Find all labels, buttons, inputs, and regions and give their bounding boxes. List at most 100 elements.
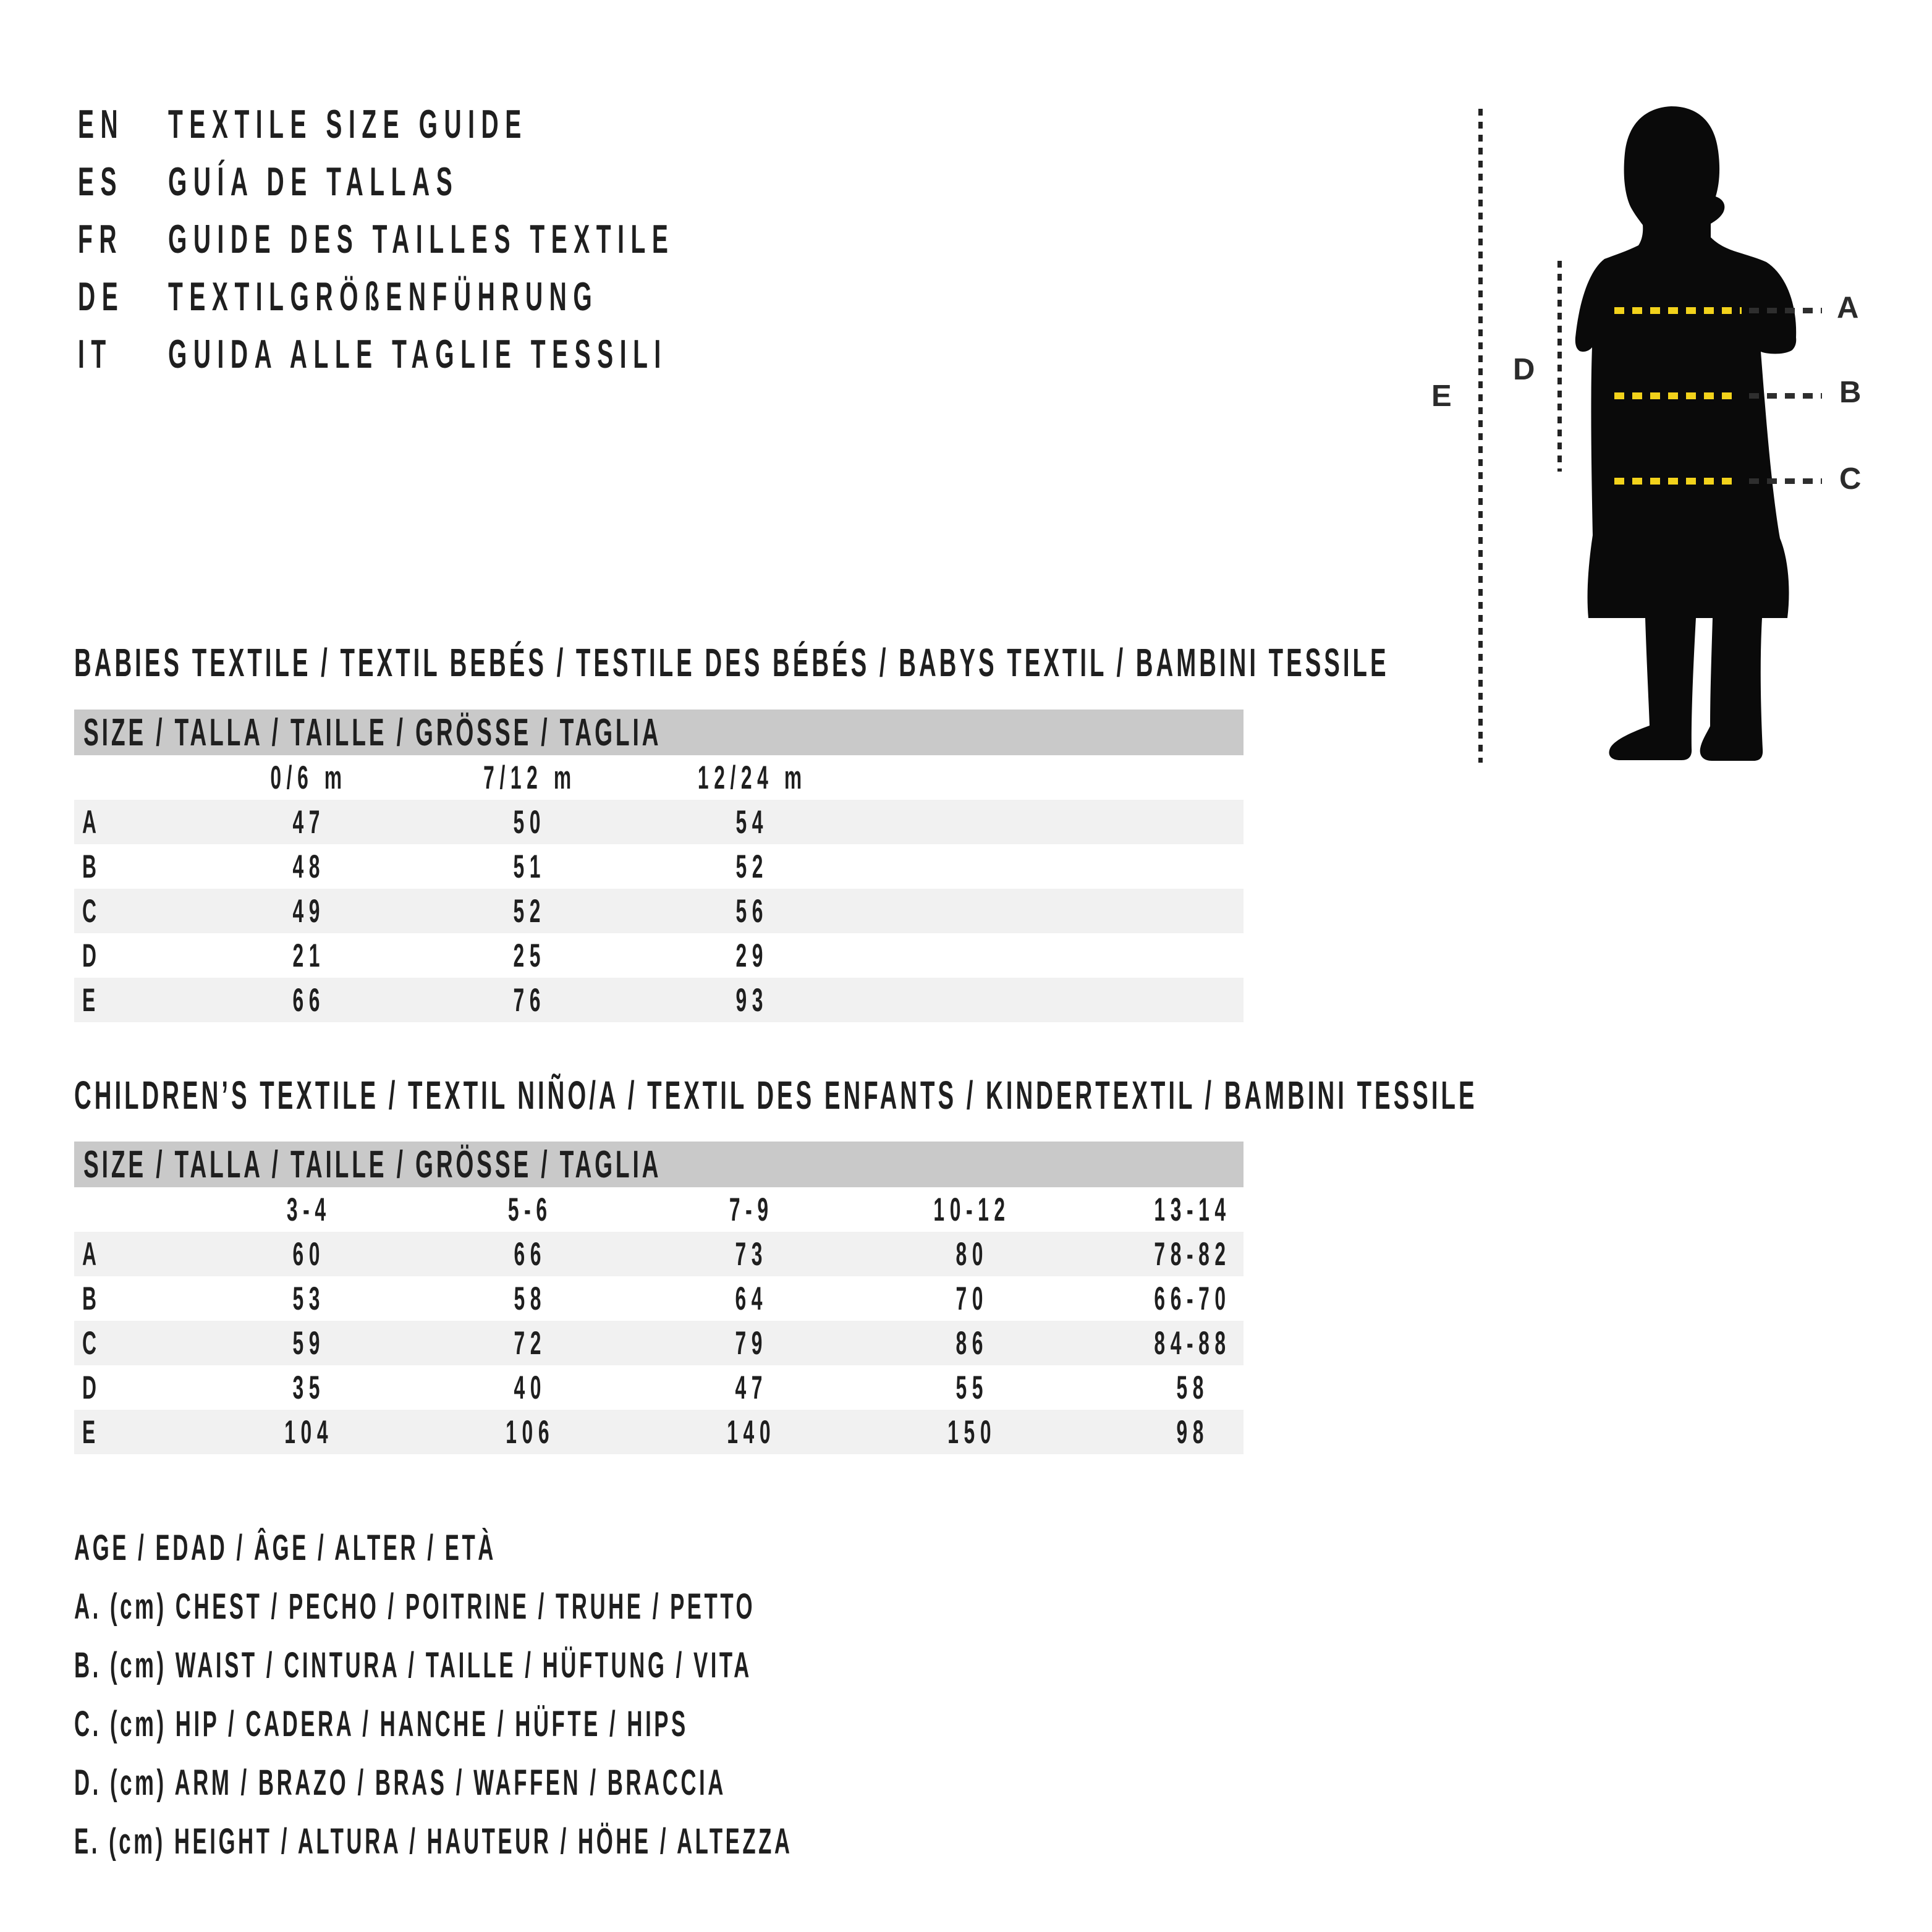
guide-title: GUIDE DES TAILLES TEXTILE — [168, 216, 675, 261]
legend-line-waist: B. (cm) WAIST / CINTURA / TAILLE / HÜFTU… — [74, 1645, 752, 1685]
table-row: A 47 50 54 — [74, 800, 1244, 844]
cell-value: 47 — [735, 1369, 768, 1406]
cell-value: 29 — [735, 937, 769, 974]
measure-label-E: E — [1431, 379, 1452, 413]
chest-measure-line-A — [1614, 307, 1742, 314]
guide-title: GUIDA ALLE TAGLIE TESSILI — [168, 331, 667, 376]
cell-value: 49 — [292, 892, 326, 930]
cell-value: 104 — [284, 1413, 334, 1451]
column-header: 3-4 — [287, 1191, 331, 1228]
table-row: C 49 52 56 — [74, 889, 1244, 933]
chest-leader-line-A — [1749, 308, 1822, 313]
cell-value: 84-88 — [1154, 1324, 1232, 1362]
cell-value: 35 — [292, 1369, 326, 1406]
language-row: FR GUIDE DES TAILLES TEXTILE — [78, 210, 1012, 268]
cell-value: 66-70 — [1154, 1280, 1232, 1317]
row-label: D — [82, 1369, 102, 1406]
language-code: EN — [78, 101, 125, 146]
table-row: E 104 106 140 150 98 — [74, 1410, 1244, 1454]
cell-value: 25 — [513, 937, 546, 974]
cell-value: 47 — [292, 803, 326, 841]
cell-value: 56 — [735, 892, 769, 930]
cell-value: 60 — [292, 1235, 326, 1273]
cell-value: 80 — [955, 1235, 989, 1273]
row-label: C — [82, 1324, 102, 1362]
language-row: ES GUÍA DE TALLAS — [78, 153, 1012, 210]
column-header: 7/12 m — [483, 759, 577, 796]
cell-value: 66 — [292, 981, 326, 1019]
language-row: IT GUIDA ALLE TAGLIE TESSILI — [78, 325, 1012, 383]
measure-label-B: B — [1839, 376, 1862, 409]
column-header: 10-12 — [933, 1191, 1011, 1228]
cell-value: 93 — [735, 981, 769, 1019]
babies-size-header-bar: SIZE / TALLA / TAILLE / GRÖSSE / TAGLIA — [74, 710, 1244, 755]
cell-value: 52 — [735, 848, 769, 885]
children-column-header-row: 3-4 5-6 7-9 10-12 13-14 — [74, 1187, 1244, 1232]
legend-line-height: E. (cm) HEIGHT / ALTURA / HAUTEUR / HÖHE… — [74, 1821, 793, 1862]
cell-value: 78-82 — [1154, 1235, 1232, 1273]
legend-line-hip: C. (cm) HIP / CADERA / HANCHE / HÜFTE / … — [74, 1704, 688, 1744]
table-row: B 48 51 52 — [74, 844, 1244, 889]
cell-value: 58 — [514, 1280, 547, 1317]
cell-value: 79 — [735, 1324, 768, 1362]
legend-line-chest: A. (cm) CHEST / PECHO / POITRINE / TRUHE… — [74, 1587, 756, 1627]
row-label: D — [82, 937, 102, 974]
height-measure-line-E — [1478, 109, 1483, 763]
cell-value: 72 — [514, 1324, 547, 1362]
row-label: E — [82, 1413, 101, 1451]
hip-leader-line-C — [1749, 478, 1822, 484]
table-row: A 60 66 73 80 78-82 — [74, 1232, 1244, 1276]
language-row: EN TEXTILE SIZE GUIDE — [78, 95, 1012, 153]
cell-value: 54 — [735, 803, 769, 841]
measure-label-C: C — [1839, 462, 1862, 496]
measurement-legend: AGE / EDAD / ÂGE / ALTER / ETÀ A. (cm) C… — [74, 1519, 1272, 1871]
row-label: C — [82, 892, 102, 930]
cell-value: 40 — [514, 1369, 547, 1406]
cell-value: 50 — [513, 803, 546, 841]
table-row: C 59 72 79 86 84-88 — [74, 1321, 1244, 1365]
guide-title: TEXTILGRÖßENFÜHRUNG — [168, 274, 599, 319]
arm-measure-line-D — [1557, 261, 1562, 472]
row-label: A — [82, 1235, 102, 1273]
table-row: D 35 40 47 55 58 — [74, 1365, 1244, 1410]
children-size-header-bar: SIZE / TALLA / TAILLE / GRÖSSE / TAGLIA — [74, 1142, 1244, 1187]
row-label: B — [82, 848, 102, 885]
cell-value: 53 — [292, 1280, 326, 1317]
cell-value: 76 — [513, 981, 546, 1019]
measure-label-D: D — [1513, 353, 1535, 386]
column-header: 7-9 — [729, 1191, 774, 1228]
cell-value: 21 — [292, 937, 326, 974]
cell-value: 51 — [513, 848, 546, 885]
cell-value: 106 — [506, 1413, 555, 1451]
column-header: 0/6 m — [270, 759, 348, 796]
language-code: DE — [78, 274, 125, 319]
cell-value: 150 — [947, 1413, 997, 1451]
language-row: DE TEXTILGRÖßENFÜHRUNG — [78, 268, 1012, 325]
cell-value: 73 — [735, 1235, 768, 1273]
row-label: B — [82, 1280, 102, 1317]
legend-line-arm: D. (cm) ARM / BRAZO / BRAS / WAFFEN / BR… — [74, 1763, 726, 1803]
table-row: D 21 25 29 — [74, 933, 1244, 978]
measure-label-A: A — [1837, 291, 1859, 324]
language-code: FR — [78, 216, 124, 261]
column-header: 13-14 — [1154, 1191, 1232, 1228]
cell-value: 59 — [292, 1324, 326, 1362]
hip-measure-line-C — [1614, 478, 1738, 485]
cell-value: 58 — [1176, 1369, 1210, 1406]
waist-leader-line-B — [1749, 393, 1822, 399]
row-label: E — [82, 981, 101, 1019]
guide-title: TEXTILE SIZE GUIDE — [168, 101, 528, 146]
cell-value: 52 — [513, 892, 546, 930]
column-header: 12/24 m — [697, 759, 807, 796]
guide-title: GUÍA DE TALLAS — [168, 159, 459, 204]
row-label: A — [82, 803, 102, 841]
language-code: IT — [78, 331, 112, 376]
waist-measure-line-B — [1614, 392, 1737, 399]
cell-value: 98 — [1176, 1413, 1210, 1451]
cell-value: 48 — [292, 848, 326, 885]
language-code: ES — [78, 159, 124, 204]
babies-column-header-row: 0/6 m 7/12 m 12/24 m — [74, 755, 1244, 800]
column-header: 5-6 — [508, 1191, 553, 1228]
cell-value: 70 — [955, 1280, 989, 1317]
